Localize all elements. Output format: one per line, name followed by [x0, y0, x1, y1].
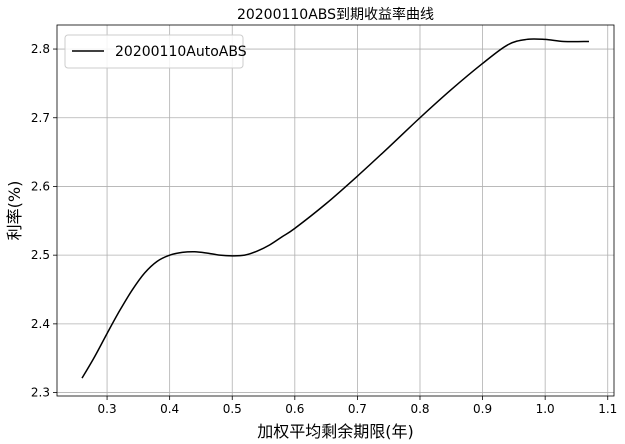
x-tick-label: 0.5: [223, 402, 242, 416]
y-axis-label: 利率(%): [5, 181, 24, 241]
plot-area: [56, 24, 615, 397]
legend-box: [64, 34, 244, 69]
x-tick-label: 1.1: [598, 402, 617, 416]
grid: [57, 25, 614, 396]
legend: 20200110AutoABS: [64, 34, 247, 69]
axis-ticks: 0.3 0.4 0.5 0.6 0.7 0.8 0.9 1.0 1.1 2.3 2.4 2.5 2.6 2…: [31, 42, 617, 416]
x-tick-label: 0.9: [473, 402, 492, 416]
x-tick-label: 0.7: [348, 402, 367, 416]
legend-entry-label: 20200110AutoABS: [115, 44, 247, 60]
x-tick-label: 0.6: [285, 402, 304, 416]
x-tick-label: 1.0: [536, 402, 555, 416]
x-tick-label: 0.4: [160, 402, 179, 416]
x-tick-label: 0.3: [98, 402, 117, 416]
y-tick-label: 2.5: [31, 248, 50, 262]
x-tick-label: 0.8: [410, 402, 429, 416]
y-tick-label: 2.3: [31, 386, 50, 400]
y-tick-label: 2.6: [31, 179, 50, 193]
series-layer: [81, 38, 589, 379]
y-tick-label: 2.8: [31, 42, 50, 56]
series-line: [81, 38, 589, 379]
y-tick-label: 2.7: [31, 111, 50, 125]
chart-title: 20200110ABS到期收益率曲线: [237, 6, 434, 23]
y-tick-label: 2.4: [31, 317, 50, 331]
x-axis-label: 加权平均剩余期限(年): [257, 422, 414, 441]
